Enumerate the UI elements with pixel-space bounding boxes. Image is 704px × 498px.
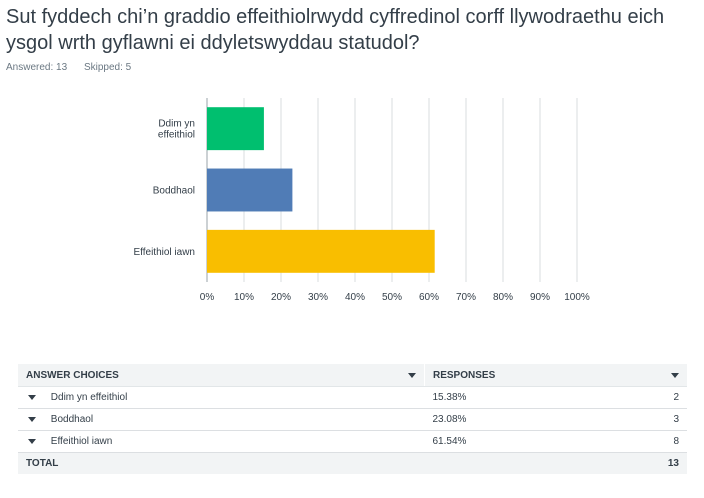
bar-chart: 0% 10% 20% 30% 40% 50% 60% 70% 80% 90% 100% Ddim yn… bbox=[133, 98, 590, 303]
x-tick-label: 20% bbox=[271, 292, 291, 303]
x-tick-label: 80% bbox=[493, 292, 513, 303]
total-label: TOTAL bbox=[18, 452, 425, 474]
x-tick-label: 70% bbox=[456, 292, 476, 303]
choice-label: Effeithiol iawn bbox=[50, 436, 113, 447]
choice-cell: Effeithiol iawn bbox=[18, 430, 425, 453]
total-count: 13 bbox=[641, 452, 687, 474]
sort-caret-icon[interactable] bbox=[671, 373, 679, 378]
response-stats: Answered: 13 Skipped: 5 bbox=[6, 62, 145, 73]
question-title: Sut fyddech chi’n graddio effeithiolrwyd… bbox=[6, 6, 665, 54]
responses-table: ANSWER CHOICES RESPONSES Ddim yn effeith… bbox=[18, 364, 687, 474]
category-label: Ddim yn bbox=[158, 119, 195, 130]
x-tick-label: 10% bbox=[234, 292, 254, 303]
x-tick-label: 90% bbox=[530, 292, 550, 303]
bar bbox=[207, 168, 293, 212]
table-row: Effeithiol iawn 61.54% 8 bbox=[18, 430, 687, 453]
answered-count: Answered: 13 bbox=[6, 62, 68, 73]
expand-caret-icon[interactable] bbox=[28, 438, 36, 444]
count-cell: 2 bbox=[641, 386, 687, 409]
expand-caret-icon[interactable] bbox=[28, 394, 36, 400]
bar bbox=[207, 107, 264, 151]
percent-cell: 15.38% bbox=[424, 386, 641, 409]
count-cell: 3 bbox=[641, 408, 687, 431]
answer-choices-header-label: ANSWER CHOICES bbox=[26, 369, 119, 381]
x-tick-label: 100% bbox=[564, 292, 590, 303]
percent-cell: 61.54% bbox=[424, 430, 641, 453]
table-row: Ddim yn effeithiol 15.38% 2 bbox=[18, 386, 687, 409]
choice-label: Boddhaol bbox=[50, 414, 94, 425]
choice-cell: Boddhaol bbox=[18, 408, 425, 431]
responses-header-label: RESPONSES bbox=[433, 369, 496, 381]
count-cell: 8 bbox=[641, 430, 687, 453]
expand-caret-icon[interactable] bbox=[28, 416, 36, 422]
category-label: effeithiol bbox=[158, 130, 195, 141]
percent-cell: 23.08% bbox=[424, 408, 641, 431]
bar bbox=[207, 229, 435, 273]
sort-caret-icon[interactable] bbox=[408, 373, 416, 378]
category-label: Boddhaol bbox=[153, 186, 195, 197]
total-row: TOTAL 13 bbox=[18, 452, 687, 474]
total-spacer bbox=[424, 452, 641, 474]
table-row: Boddhaol 23.08% 3 bbox=[18, 408, 687, 431]
x-tick-label: 0% bbox=[200, 292, 215, 303]
x-tick-label: 30% bbox=[308, 292, 328, 303]
skipped-count: Skipped: 5 bbox=[83, 62, 132, 73]
choice-label: Ddim yn effeithiol bbox=[50, 392, 128, 403]
x-tick-label: 60% bbox=[419, 292, 439, 303]
choice-cell: Ddim yn effeithiol bbox=[18, 386, 425, 409]
x-tick-label: 50% bbox=[382, 292, 402, 303]
answer-choices-header[interactable]: ANSWER CHOICES bbox=[18, 364, 425, 387]
x-tick-label: 40% bbox=[345, 292, 365, 303]
responses-header[interactable]: RESPONSES bbox=[424, 364, 687, 387]
category-label: Effeithiol iawn bbox=[133, 247, 195, 258]
